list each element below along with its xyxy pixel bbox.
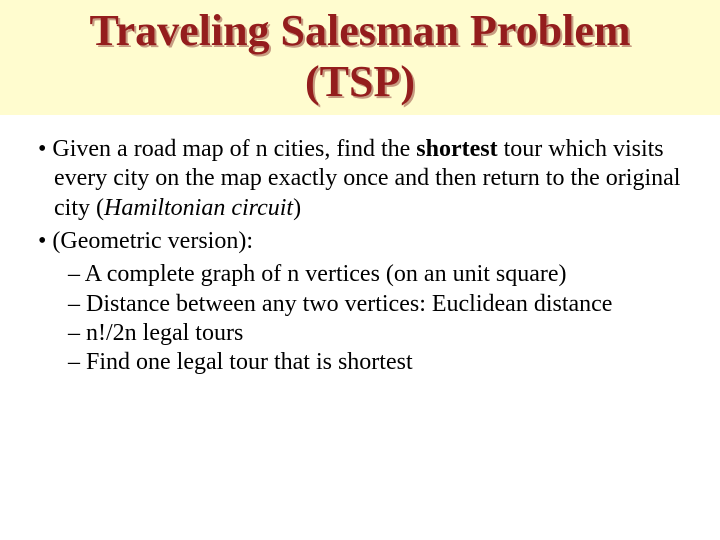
- b1-part3: ): [293, 195, 301, 221]
- title-band: Traveling Salesman Problem (TSP): [0, 0, 720, 115]
- s2-text: Distance between any two vertices: Eucli…: [86, 291, 612, 317]
- s4-text: Find one legal tour that is shortest: [86, 349, 413, 375]
- slide-title: Traveling Salesman Problem (TSP): [20, 6, 700, 107]
- b2-text: (Geometric version):: [52, 228, 253, 254]
- b1-bold: shortest: [416, 136, 497, 162]
- b1-italic: Hamiltonian circuit: [104, 195, 293, 221]
- content-area: Given a road map of n cities, find the s…: [0, 115, 720, 377]
- sub-bullet-1: A complete graph of n vertices (on an un…: [68, 260, 690, 289]
- title-line-1: Traveling Salesman Problem: [89, 6, 630, 55]
- sub-bullet-2: Distance between any two vertices: Eucli…: [68, 290, 690, 319]
- title-line-2: (TSP): [305, 57, 415, 106]
- bullet-2: (Geometric version):: [38, 227, 690, 256]
- s1-text: A complete graph of n vertices (on an un…: [85, 261, 567, 287]
- bullet-1: Given a road map of n cities, find the s…: [38, 135, 690, 223]
- b1-part1: Given a road map of n cities, find the: [52, 136, 416, 162]
- sub-bullet-3: n!/2n legal tours: [68, 319, 690, 348]
- sub-bullet-4: Find one legal tour that is shortest: [68, 348, 690, 377]
- s3-text: n!/2n legal tours: [86, 320, 243, 346]
